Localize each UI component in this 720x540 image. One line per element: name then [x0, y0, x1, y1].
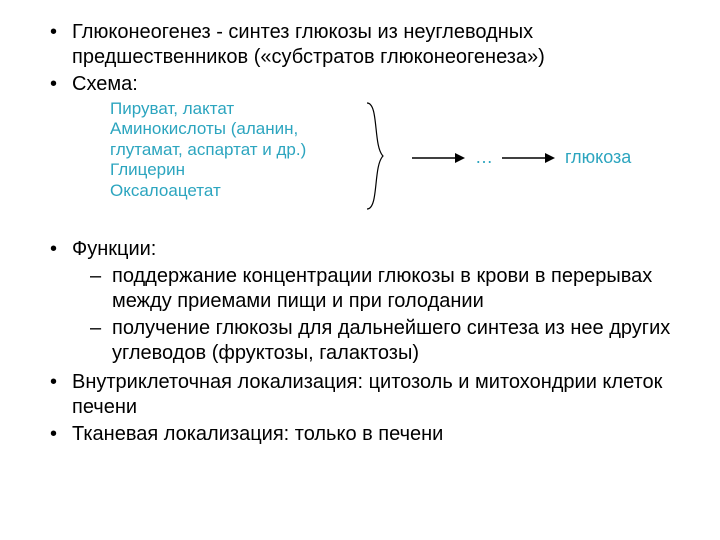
sub-bullet-text: получение глюкозы для дальнейшего синтез…	[112, 317, 670, 364]
bullet-text: Функции:	[72, 238, 156, 260]
precursor-item: Оксалоацетат	[110, 181, 360, 201]
precursor-item: Пируват, лактат	[110, 99, 360, 119]
precursor-item: Аминокислоты (аланин, глутамат, аспартат…	[110, 119, 360, 160]
arrow-icon	[500, 151, 555, 165]
sub-bullet-item: получение глюкозы для дальнейшего синтез…	[72, 316, 680, 366]
sub-bullet-list: поддержание концентрации глюкозы в крови…	[72, 264, 680, 366]
bullet-item: Внутриклеточная локализация: цитозоль и …	[50, 370, 680, 420]
bullet-item: Схема:	[50, 72, 680, 97]
bullet-item: Глюконеогенез - синтез глюкозы из неугле…	[50, 20, 680, 70]
precursor-item: Глицерин	[110, 160, 360, 180]
bullet-list: Функции: поддержание концентрации глюкоз…	[50, 237, 680, 447]
brace-icon	[365, 101, 385, 211]
ellipsis: …	[475, 146, 493, 169]
sub-bullet-item: поддержание концентрации глюкозы в крови…	[72, 264, 680, 314]
precursor-list: Пируват, лактат Аминокислоты (аланин, гл…	[110, 99, 360, 201]
slide: Глюконеогенез - синтез глюкозы из неугле…	[0, 0, 720, 540]
bullet-item: Функции: поддержание концентрации глюкоз…	[50, 237, 680, 366]
bullet-text: Глюконеогенез - синтез глюкозы из неугле…	[72, 21, 545, 68]
bullet-text: Схема:	[72, 73, 138, 95]
bullet-item: Тканевая локализация: только в печени	[50, 422, 680, 447]
scheme-diagram: Пируват, лактат Аминокислоты (аланин, гл…	[110, 99, 680, 219]
bullet-list: Глюконеогенез - синтез глюкозы из неугле…	[50, 20, 680, 97]
bullet-text: Тканевая локализация: только в печени	[72, 423, 443, 445]
arrow-icon	[410, 151, 465, 165]
bullet-text: Внутриклеточная локализация: цитозоль и …	[72, 371, 662, 418]
sub-bullet-text: поддержание концентрации глюкозы в крови…	[112, 265, 652, 312]
product-label: глюкоза	[565, 146, 631, 169]
